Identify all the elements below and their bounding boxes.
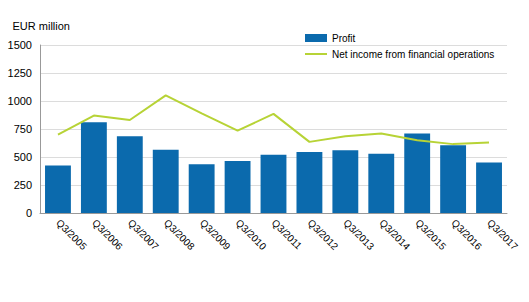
svg-text:Q3/2006: Q3/2006 (90, 217, 125, 252)
svg-text:0: 0 (26, 207, 32, 219)
svg-text:Net income from financial oper: Net income from financial operations (332, 49, 494, 60)
svg-text:EUR million: EUR million (13, 20, 70, 32)
svg-text:Profit: Profit (332, 33, 356, 44)
svg-text:Q3/2010: Q3/2010 (234, 217, 269, 252)
svg-text:Q3/2016: Q3/2016 (449, 217, 484, 252)
svg-text:Q3/2015: Q3/2015 (413, 217, 448, 252)
svg-text:Q3/2008: Q3/2008 (162, 217, 197, 252)
svg-text:Q3/2011: Q3/2011 (270, 217, 305, 252)
svg-text:Q3/2009: Q3/2009 (198, 217, 233, 252)
svg-text:Q3/2007: Q3/2007 (126, 217, 161, 252)
svg-text:Q3/2005: Q3/2005 (54, 217, 89, 252)
svg-text:Q3/2012: Q3/2012 (306, 217, 341, 252)
svg-text:1000: 1000 (8, 95, 32, 107)
svg-text:Q3/2017: Q3/2017 (485, 217, 520, 252)
svg-text:750: 750 (14, 123, 32, 135)
svg-text:250: 250 (14, 179, 32, 191)
svg-text:1250: 1250 (8, 67, 32, 79)
svg-text:Q3/2013: Q3/2013 (341, 217, 376, 252)
svg-text:Q3/2014: Q3/2014 (377, 217, 412, 252)
svg-text:500: 500 (14, 151, 32, 163)
svg-text:1500: 1500 (8, 39, 32, 51)
